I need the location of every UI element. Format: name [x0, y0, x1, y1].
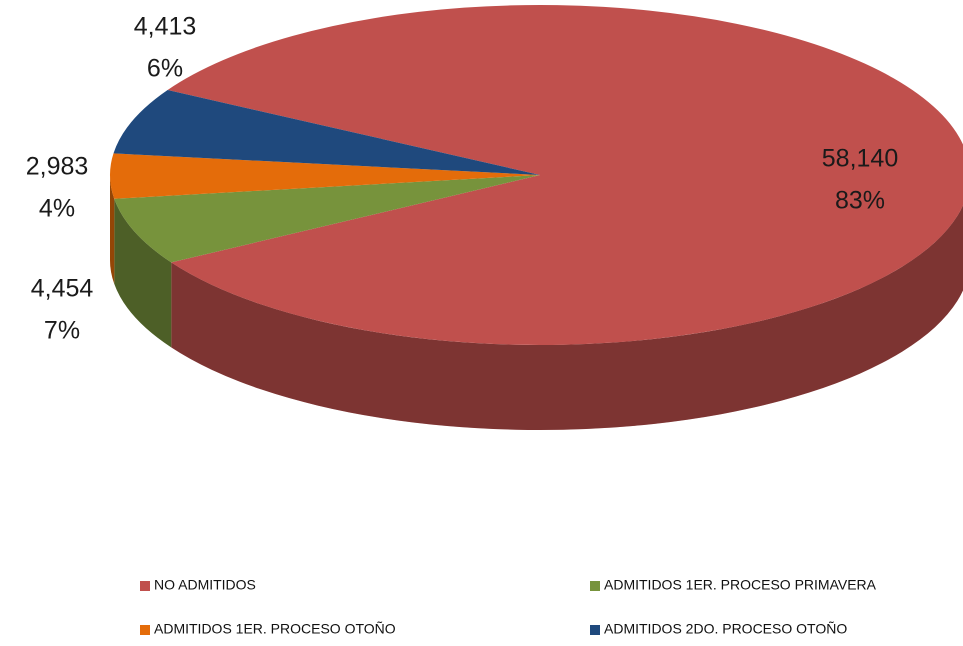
percent-label: 4% — [39, 195, 75, 223]
legend-swatch — [140, 625, 150, 635]
legend-label: ADMITIDOS 2DO. PROCESO OTOÑO — [604, 621, 847, 637]
pie-slice — [167, 5, 963, 345]
percent-label: 83% — [835, 187, 885, 215]
percent-label: 6% — [147, 55, 183, 83]
legend-swatch — [590, 625, 600, 635]
legend-swatch — [590, 581, 600, 591]
pie-side — [171, 205, 963, 430]
pie-slice — [110, 153, 541, 199]
pie-side-shade — [171, 205, 963, 430]
legend-label: ADMITIDOS 1ER. PROCESO PRIMAVERA — [604, 577, 877, 593]
pie-side-shade — [110, 175, 115, 284]
pie-side-shade — [114, 198, 172, 348]
percent-label: 7% — [44, 317, 80, 345]
value-label: 2,983 — [26, 153, 89, 181]
value-label: 4,413 — [134, 13, 197, 41]
value-label: 4,454 — [31, 275, 94, 303]
value-label: 58,140 — [822, 145, 898, 173]
legend-label: NO ADMITIDOS — [154, 577, 256, 593]
pie-side — [114, 198, 172, 348]
pie-slice — [114, 175, 540, 263]
pie-slice — [113, 90, 540, 175]
legend-label: ADMITIDOS 1ER. PROCESO OTOÑO — [154, 621, 396, 637]
pie-side — [110, 175, 115, 284]
legend-swatch — [140, 581, 150, 591]
